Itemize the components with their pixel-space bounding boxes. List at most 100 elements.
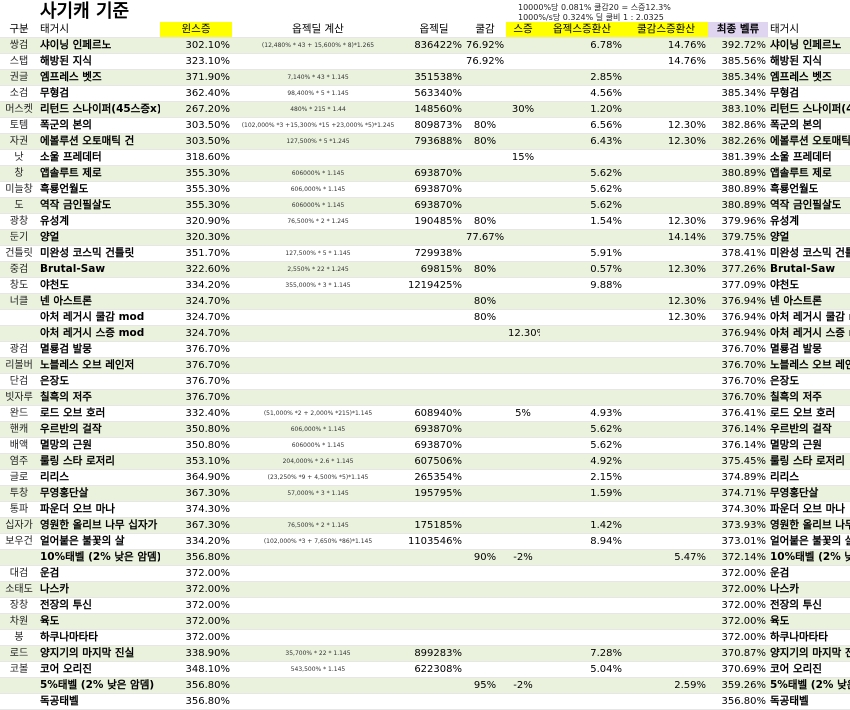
- row-skill-increase: [506, 133, 540, 150]
- table-row: 중검 Brutal-Saw 322.60% 2,550% * 22 * 1.245 69…: [0, 261, 850, 278]
- table-row: 너클 넨 아스트론 324.70% 80% 12.30% 376.94% 넨 아스트론: [0, 293, 850, 310]
- row-name: 무영홍단살: [38, 485, 160, 502]
- row-final-value: 356.80%: [708, 693, 768, 710]
- row-final-value: 376.70%: [708, 341, 768, 358]
- row-formula: [232, 677, 404, 694]
- row-final-value: 379.96%: [708, 213, 768, 230]
- row-cooldown: [464, 485, 506, 502]
- header-cooldown-conversion: 쿨감스증환산: [624, 22, 708, 38]
- header-cooldown: 쿨감: [464, 22, 506, 38]
- row-category: 광검: [0, 341, 38, 358]
- row-object-damage: 899283%: [404, 645, 464, 662]
- row-cooldown-conversion: [624, 421, 708, 438]
- table-row: 소태도 나스카 372.00% 372.00% 나스카: [0, 581, 850, 598]
- row-win-increase: 303.50%: [160, 117, 232, 134]
- row-name-2: 무영홍단살: [768, 485, 850, 502]
- row-cooldown-conversion: [624, 181, 708, 198]
- row-name-2: 로드 오브 호러: [768, 405, 850, 422]
- row-final-value: 376.41%: [708, 405, 768, 422]
- row-category: 대검: [0, 565, 38, 582]
- row-category: 낫: [0, 149, 38, 166]
- row-object-damage: 563340%: [404, 85, 464, 102]
- row-cooldown: [464, 149, 506, 166]
- table-row: 낫 소울 프레데터 318.60% 15% 381.39% 소울 프레데터: [0, 149, 850, 166]
- row-skill-increase: 15%: [506, 149, 540, 166]
- header-win-increase: 윈스증: [160, 22, 232, 38]
- row-name-2: Brutal-Saw: [768, 261, 850, 278]
- row-name: 야천도: [38, 277, 160, 294]
- row-name-2: 해방된 지식: [768, 53, 850, 70]
- row-cooldown-conversion: [624, 501, 708, 518]
- row-formula: 606000% * 1.145: [232, 437, 404, 454]
- row-final-value: 372.00%: [708, 629, 768, 646]
- table-row: 스탭 해방된 지식 323.10% 76.92% 14.76% 385.56% 해방된 지식: [0, 53, 850, 70]
- row-object-damage: 622308%: [404, 661, 464, 678]
- row-cooldown: 77.67%: [464, 229, 506, 246]
- header-category: 구분: [0, 22, 38, 38]
- row-win-increase: 364.90%: [160, 469, 232, 486]
- row-cooldown-conversion: [624, 277, 708, 294]
- row-cooldown-conversion: 12.30%: [624, 133, 708, 150]
- row-object-damage: [404, 581, 464, 598]
- header-object-conversion: 옵젝스증환산: [540, 22, 624, 38]
- row-final-value: 375.45%: [708, 453, 768, 470]
- table-row: 쌍검 샤이닝 인페르노 302.10% (12,480% * 43 + 15,600%…: [0, 37, 850, 54]
- row-object-damage: 693870%: [404, 437, 464, 454]
- table-row: 미늘창 흑룡언월도 355.30% 606,000% * 1.145 693870% 5.…: [0, 181, 850, 198]
- row-name-2: 앱솔루트 제로: [768, 165, 850, 182]
- row-cooldown-conversion: 12.30%: [624, 261, 708, 278]
- row-win-increase: 355.30%: [160, 197, 232, 214]
- row-object-conversion: [540, 677, 624, 694]
- row-cooldown-conversion: 12.30%: [624, 293, 708, 310]
- row-final-value: 382.86%: [708, 117, 768, 134]
- header-final-value: 최종 벨류: [708, 22, 768, 38]
- row-cooldown-conversion: 14.14%: [624, 229, 708, 246]
- row-name-2: 역작 금인필살도: [768, 197, 850, 214]
- table-row: 둔기 양얼 320.30% 77.67% 14.14% 379.75% 양얼: [0, 229, 850, 246]
- row-name-2: 엠프레스 벳즈: [768, 69, 850, 86]
- row-win-increase: 372.00%: [160, 629, 232, 646]
- row-formula: 606,000% * 1.145: [232, 181, 404, 198]
- row-name-2: 넨 아스트론: [768, 293, 850, 310]
- row-formula: (12,480% * 43 + 15,600% * 8)*1.265: [232, 37, 404, 54]
- row-category: 글로: [0, 469, 38, 486]
- row-name: 유성계: [38, 213, 160, 230]
- row-win-increase: 374.30%: [160, 501, 232, 518]
- row-formula: 543,500% * 1.145: [232, 661, 404, 678]
- row-object-conversion: 2.15%: [540, 469, 624, 486]
- row-object-damage: 190485%: [404, 213, 464, 230]
- row-cooldown: [464, 453, 506, 470]
- row-category: 봉: [0, 629, 38, 646]
- row-object-conversion: [540, 565, 624, 582]
- row-category: 광창: [0, 213, 38, 230]
- row-object-damage: [404, 549, 464, 566]
- row-object-conversion: 1.20%: [540, 101, 624, 118]
- row-final-value: 373.01%: [708, 533, 768, 550]
- table-row: 머스켓 리턴드 스나이퍼(45스증x) 267.20% 480% * 215 * 1.…: [0, 101, 850, 118]
- row-final-value: 374.71%: [708, 485, 768, 502]
- table-row: 건틀릿 미완성 코스믹 건틀릿 351.70% 127,500% * 5 * 1.14…: [0, 245, 850, 262]
- row-win-increase: 367.30%: [160, 517, 232, 534]
- row-cooldown-conversion: [624, 693, 708, 710]
- row-name: 양얼: [38, 229, 160, 246]
- row-formula: [232, 149, 404, 166]
- row-cooldown-conversion: 5.47%: [624, 549, 708, 566]
- row-object-conversion: 9.88%: [540, 277, 624, 294]
- table-body: 쌍검 샤이닝 인페르노 302.10% (12,480% * 43 + 15,600%…: [0, 37, 850, 710]
- row-final-value: 359.26%: [708, 677, 768, 694]
- row-name: 영원한 올리브 나무 십자가: [38, 517, 160, 534]
- row-category: 권글: [0, 69, 38, 86]
- row-object-conversion: [540, 149, 624, 166]
- table-row: 염주 룰링 스타 로저리 353.10% 204,000% * 2.6 * 1.145…: [0, 453, 850, 470]
- row-win-increase: 318.60%: [160, 149, 232, 166]
- row-cooldown: [464, 101, 506, 118]
- row-name-2: 소울 프레데터: [768, 149, 850, 166]
- row-final-value: 377.26%: [708, 261, 768, 278]
- row-name: 룰링 스타 로저리: [38, 453, 160, 470]
- row-name: 얼어붙은 불꽃의 살: [38, 533, 160, 550]
- row-win-increase: 356.80%: [160, 693, 232, 710]
- page-title: 사기캐 기준: [40, 1, 130, 22]
- row-category: 쌍검: [0, 37, 38, 54]
- row-category: 단검: [0, 373, 38, 390]
- table-row: 완드 로드 오브 호러 332.40% (51,000% *2 + 2,000% *2…: [0, 405, 850, 422]
